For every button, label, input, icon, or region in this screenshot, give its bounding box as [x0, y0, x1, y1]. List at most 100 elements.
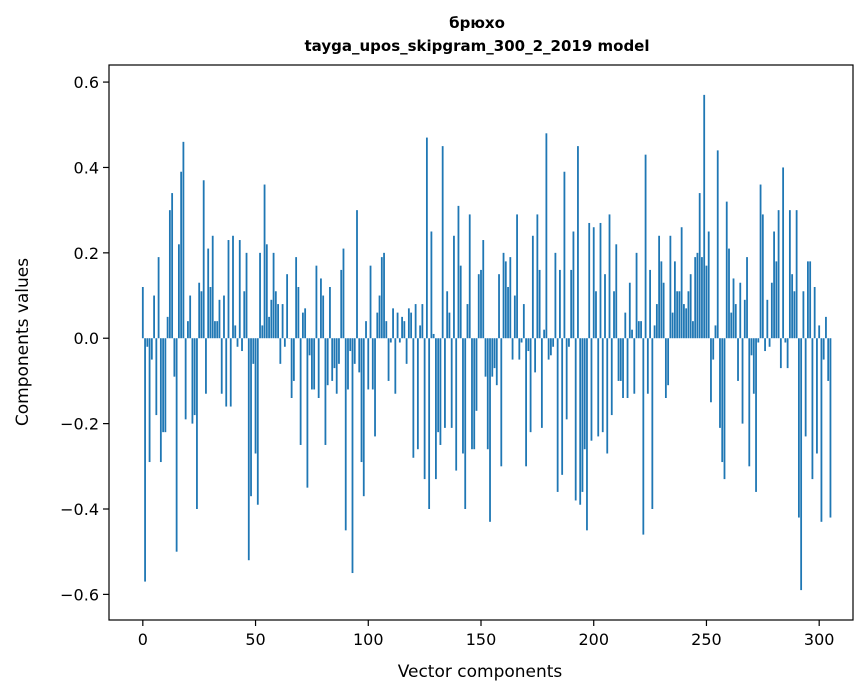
- bar-component-115: [401, 316, 403, 339]
- bar-component-163: [509, 257, 512, 339]
- bar-component-50: [254, 338, 257, 454]
- bar-component-10: [164, 338, 167, 433]
- bar-component-217: [631, 329, 633, 339]
- bar-component-103: [374, 338, 376, 437]
- bar-component-151: [482, 240, 485, 339]
- bar-component-131: [437, 338, 440, 433]
- bar-component-277: [766, 299, 769, 339]
- bar-component-144: [466, 304, 469, 339]
- bar-component-97: [360, 338, 363, 463]
- bar-component-260: [728, 248, 730, 339]
- bar-component-90: [344, 338, 347, 531]
- bar-component-161: [504, 261, 507, 339]
- bar-component-182: [552, 338, 555, 347]
- bar-component-225: [649, 269, 651, 339]
- bar-component-205: [604, 274, 606, 339]
- bar-component-83: [329, 287, 331, 339]
- bar-component-176: [538, 269, 541, 339]
- bar-component-68: [295, 257, 298, 339]
- bar-component-127: [428, 338, 431, 509]
- bar-component-19: [184, 338, 187, 420]
- bar-component-21: [189, 295, 192, 339]
- bar-component-60: [277, 304, 279, 339]
- bar-component-147: [473, 338, 476, 450]
- bar-component-143: [464, 338, 467, 509]
- bar-component-258: [723, 338, 726, 480]
- bar-component-47: [247, 338, 250, 561]
- x-tick-label: 50: [245, 630, 265, 649]
- bar-component-227: [653, 325, 656, 339]
- bar-component-240: [683, 304, 685, 339]
- bar-component-230: [660, 261, 663, 339]
- bar-component-49: [252, 338, 255, 364]
- bar-component-56: [268, 316, 270, 339]
- bar-component-18: [182, 141, 185, 339]
- bar-component-64: [286, 274, 289, 339]
- bar-component-30: [209, 287, 212, 339]
- bar-component-95: [356, 210, 358, 339]
- bar-component-196: [583, 338, 586, 450]
- bar-component-290: [795, 210, 798, 339]
- bar-component-301: [820, 338, 823, 522]
- bar-component-104: [376, 312, 379, 339]
- bar-component-132: [439, 338, 442, 445]
- bar-component-150: [480, 269, 482, 339]
- bars-group: [141, 94, 832, 591]
- bar-component-300: [818, 325, 821, 339]
- bar-component-148: [475, 338, 478, 411]
- bar-component-207: [608, 214, 611, 339]
- bar-component-291: [797, 338, 800, 518]
- bar-component-165: [513, 295, 516, 339]
- bar-component-77: [315, 265, 318, 339]
- y-axis-ticks: −0.6 −0.4 −0.2 0.0 0.2 0.4 0.6: [60, 73, 109, 604]
- bar-component-82: [326, 338, 329, 386]
- bar-component-38: [227, 240, 230, 339]
- bar-component-167: [518, 338, 521, 360]
- bar-component-232: [664, 338, 667, 398]
- bar-component-79: [320, 278, 322, 339]
- bar-component-12: [168, 210, 171, 339]
- bar-component-149: [477, 274, 480, 339]
- bar-component-214: [624, 312, 627, 339]
- bar-component-305: [829, 338, 832, 518]
- bar-component-229: [658, 235, 661, 339]
- bar-component-145: [468, 214, 471, 339]
- bar-component-27: [202, 180, 205, 339]
- bar-component-235: [671, 312, 674, 339]
- bar-component-23: [193, 338, 196, 416]
- bar-component-156: [493, 338, 496, 369]
- bar-component-185: [559, 269, 561, 339]
- bar-component-139: [455, 338, 458, 471]
- bar-component-304: [827, 338, 830, 381]
- bar-component-180: [547, 338, 550, 360]
- bar-component-216: [628, 282, 631, 339]
- bar-component-9: [162, 338, 165, 433]
- bar-component-211: [617, 338, 620, 381]
- bar-component-70: [299, 338, 302, 445]
- bar-component-215: [626, 338, 629, 398]
- chart-title: брюхо: [449, 14, 505, 32]
- bar-component-302: [822, 338, 825, 360]
- bar-component-138: [453, 235, 455, 339]
- bar-component-92: [349, 338, 352, 352]
- bar-component-17: [180, 171, 183, 339]
- bar-component-41: [234, 325, 237, 339]
- bar-component-81: [324, 338, 327, 445]
- bar-component-171: [527, 338, 530, 352]
- bar-component-159: [500, 338, 503, 467]
- bar-component-32: [214, 321, 216, 339]
- bar-component-119: [410, 312, 413, 339]
- bar-component-109: [387, 338, 390, 381]
- bar-component-259: [725, 201, 728, 339]
- bar-component-282: [777, 210, 780, 339]
- bar-component-243: [689, 274, 692, 339]
- bar-component-158: [498, 274, 500, 339]
- bar-component-25: [198, 282, 201, 339]
- bar-component-1: [144, 338, 146, 582]
- bar-component-264: [737, 338, 739, 381]
- bar-component-162: [507, 287, 509, 339]
- y-tick-label: −0.4: [60, 500, 99, 519]
- bar-component-100: [367, 338, 370, 390]
- bar-component-299: [816, 338, 818, 454]
- bar-component-181: [549, 338, 552, 356]
